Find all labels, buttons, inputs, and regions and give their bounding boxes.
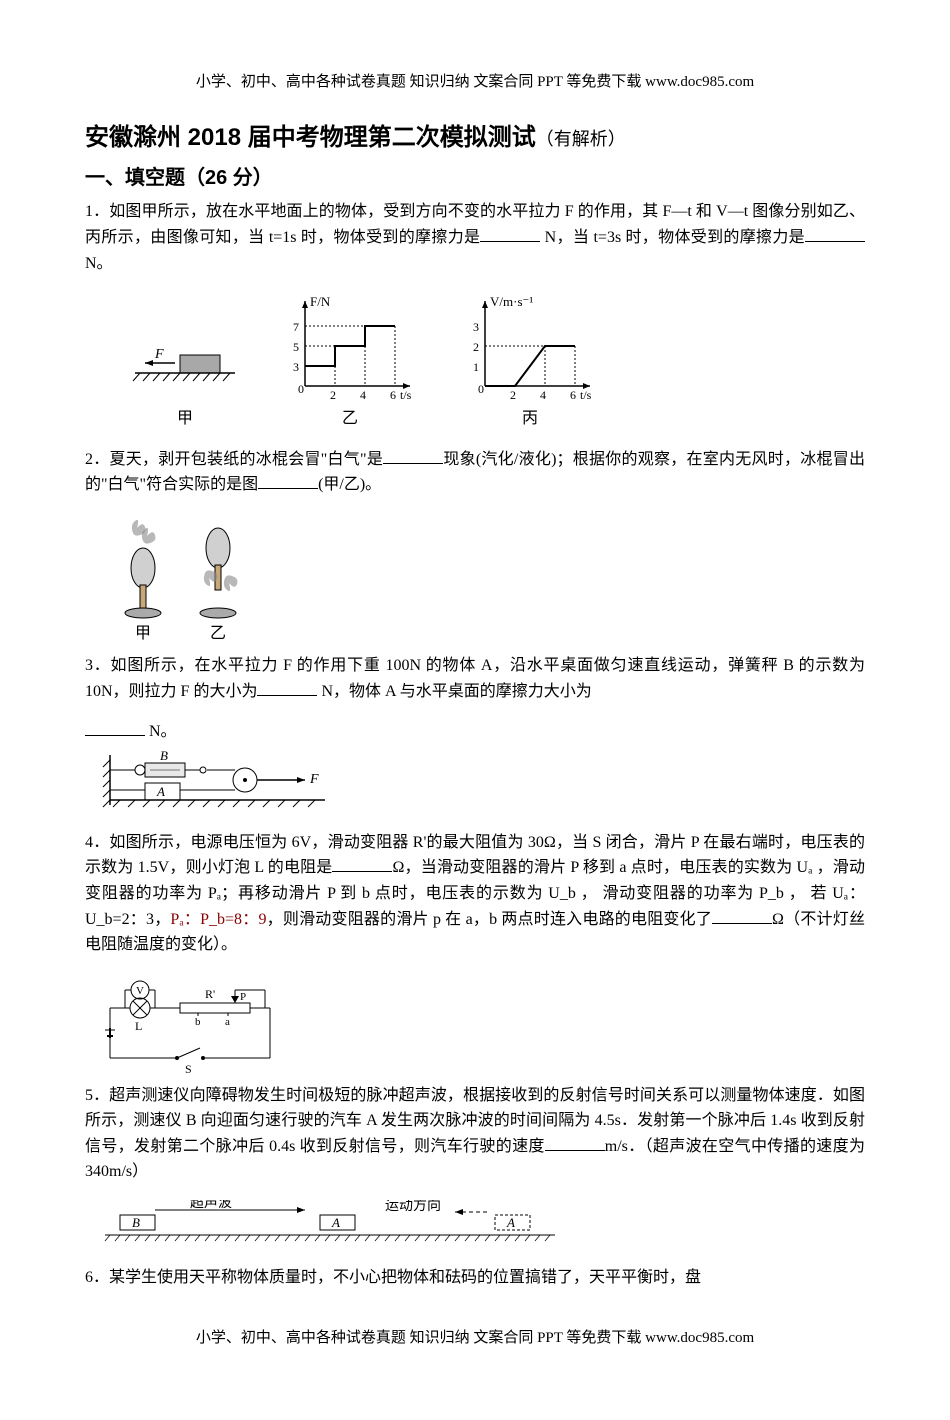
svg-text:L: L [135,1019,142,1033]
svg-text:6: 6 [390,388,396,401]
svg-text:7: 7 [293,320,299,334]
svg-text:t/s: t/s [400,388,412,401]
question-1: 1．如图甲所示，放在水平地面上的物体，受到方向不变的水平拉力 F 的作用，其 F… [85,199,865,276]
block-diagram: F [125,341,245,401]
svg-text:t/s: t/s [580,388,592,401]
svg-text:3: 3 [473,320,479,334]
blank [805,226,865,242]
vt-chart: V/m·s⁻¹ t/s 0 2 4 6 1 2 3 [455,291,605,401]
section-1-heading: 一、填空题（26 分） [85,162,865,194]
label-jia: 甲 [177,406,193,432]
svg-text:5: 5 [293,340,299,354]
blank [712,908,772,924]
svg-text:4: 4 [360,388,366,401]
svg-text:2: 2 [473,340,479,354]
svg-text:2: 2 [510,388,516,401]
ice-pops: 甲 乙 [95,513,255,643]
q1-text-b: N，当 t=3s 时，物体受到的摩擦力是 [540,229,805,246]
q3-figure: B A F [95,750,865,820]
svg-text:2: 2 [330,388,336,401]
blank [85,720,145,736]
q2-text-a: 2．夏天，剥开包装纸的冰棍会冒"白气"是 [85,451,383,468]
label-bing: 丙 [522,406,538,432]
svg-text:B: B [160,750,168,763]
svg-text:A: A [156,784,165,799]
q1-text-c: N。 [85,255,113,272]
svg-text:0: 0 [478,382,484,396]
figure-jia: F 甲 [125,341,245,432]
svg-text:1: 1 [473,360,479,374]
svg-text:F: F [154,347,164,362]
svg-text:V: V [136,985,144,997]
svg-text:V/m·s⁻¹: V/m·s⁻¹ [490,294,533,309]
svg-text:b: b [195,1016,201,1028]
label-yi: 乙 [342,406,358,432]
wave-label: 超声波 [190,1200,232,1211]
q4-text-d: ，则滑动变阻器的滑片 p 在 a，b 两点时连入电路的电阻变化了 [266,911,712,928]
ultrasound-diagram: B 超声波 A 运动方向 A [95,1200,565,1255]
circuit-diagram: V L R' P b a S [95,978,285,1078]
svg-text:F: F [309,772,319,787]
title-main: 安徽滁州 2018 届中考物理第二次模拟测试 [85,124,536,151]
svg-text:6: 6 [570,388,576,401]
svg-text:A: A [506,1215,515,1230]
svg-text:F/N: F/N [310,294,331,309]
document-title: 安徽滁州 2018 届中考物理第二次模拟测试（有解析） [85,119,865,157]
svg-text:a: a [225,1016,230,1028]
q4-figure: V L R' P b a S [95,978,285,1078]
figure-yi: F/N t/s 0 2 4 6 3 5 7 乙 [275,291,425,432]
q4-text-c: Pₐ：P_b=8：9 [170,911,266,928]
blank [257,680,317,696]
question-3: 3．如图所示，在水平拉力 F 的作用下重 100N 的物体 A，沿水平桌面做匀速… [85,653,865,704]
page-header: 小学、初中、高中各种试卷真题 知识归纳 文案合同 PPT 等免费下载 www.d… [85,70,865,94]
blank [545,1135,605,1151]
page-footer: 小学、初中、高中各种试卷真题 知识归纳 文案合同 PPT 等免费下载 www.d… [85,1326,865,1350]
q3-text-c: N。 [145,723,177,740]
q2-text-c: (甲/乙)。 [318,476,381,493]
question-6: 6．某学生使用天平称物体质量时，不小心把物体和砝码的位置搞错了，天平平衡时，盘 [85,1265,865,1291]
q3-text-b: N，物体 A 与水平桌面的摩擦力大小为 [317,683,591,700]
spring-pulley: B A F [95,750,345,820]
svg-text:R': R' [205,987,215,1001]
figure-bing: V/m·s⁻¹ t/s 0 2 4 6 1 2 3 丙 [455,291,605,432]
question-4: 4．如图所示，电源电压恒为 6V，滑动变阻器 R'的最大阻值为 30Ω，当 S … [85,830,865,958]
ice-label-yi: 乙 [210,625,226,642]
svg-text:A: A [331,1215,340,1230]
q6-text: 6．某学生使用天平称物体质量时，不小心把物体和砝码的位置搞错了，天平平衡时，盘 [85,1269,701,1286]
q5-figure: B 超声波 A 运动方向 A [95,1200,865,1255]
blank [383,448,443,464]
ice-label-jia: 甲 [135,625,151,642]
blank [480,226,540,242]
svg-text:4: 4 [540,388,546,401]
title-sub: （有解析） [536,129,626,149]
svg-text:3: 3 [293,360,299,374]
svg-text:P: P [240,991,246,1003]
question-5: 5．超声测速仪向障碍物发生时间极短的脉冲超声波，根据接收到的反射信号时间关系可以… [85,1083,865,1185]
direction-label: 运动方向 [385,1200,441,1214]
q1-figures: F 甲 F/N t/s [125,291,865,432]
ft-chart: F/N t/s 0 2 4 6 3 5 7 [275,291,425,401]
blank [258,473,318,489]
svg-text:0: 0 [298,382,304,396]
question-2: 2．夏天，剥开包装纸的冰棍会冒"白气"是现象(汽化/液化)；根据你的观察，在室内… [85,447,865,498]
svg-text:S: S [185,1062,192,1076]
q2-figure: 甲 乙 [95,513,865,643]
blank [332,856,392,872]
svg-text:B: B [132,1215,140,1230]
